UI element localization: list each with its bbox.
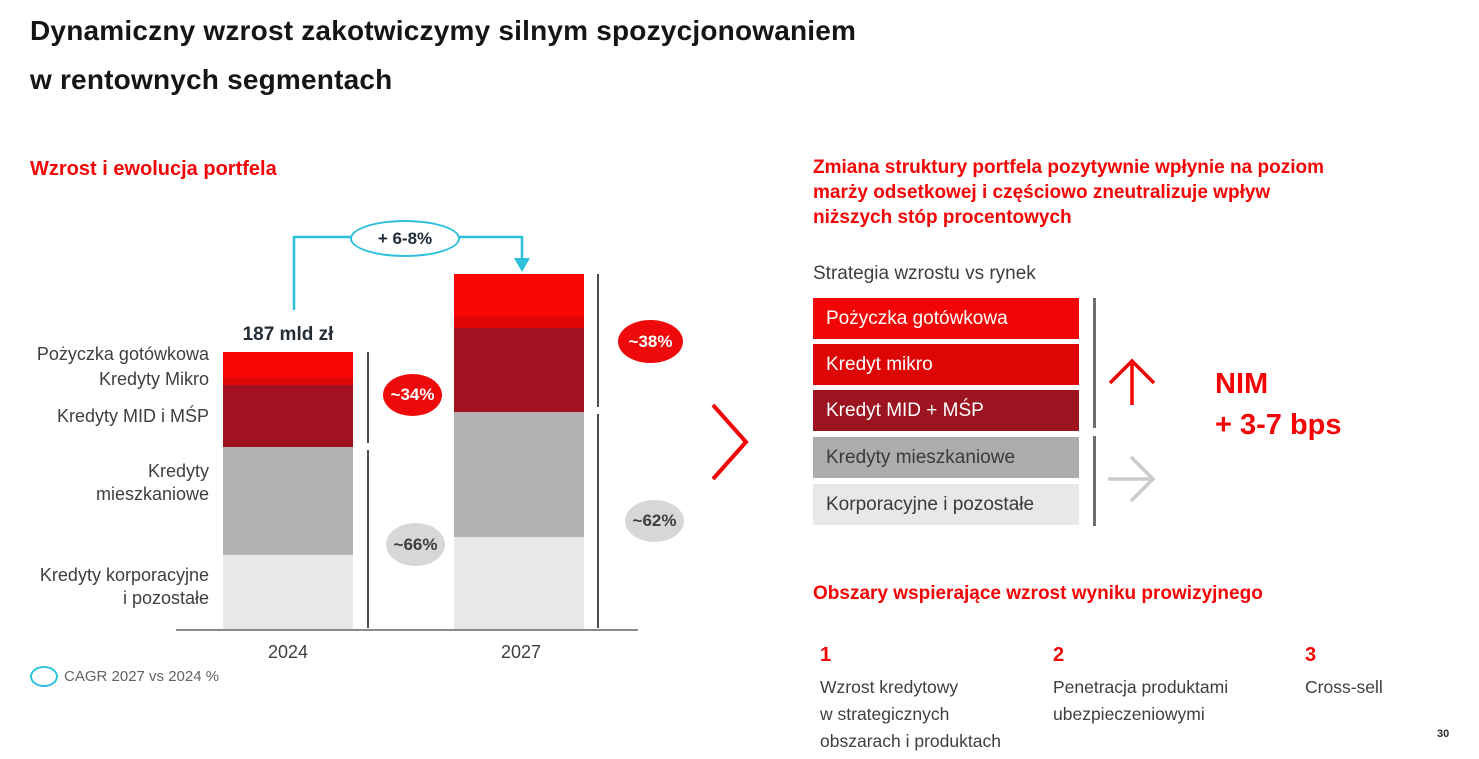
strategy-subheading: Strategia wzrostu vs rynek <box>813 263 1036 284</box>
category-label: mieszkaniowe <box>95 484 209 504</box>
bar-segment-2027 <box>454 537 584 631</box>
bar-segment-2024 <box>223 352 353 377</box>
focus-heading: Obszary wspierające wzrost wyniku prowiz… <box>813 583 1263 604</box>
share-badge-red-2024: ~34% <box>383 374 442 416</box>
stacked-bar-2027 <box>454 274 584 631</box>
nim-label: NIM <box>1215 368 1269 400</box>
focus-item-2-number: 2 <box>1053 644 1065 666</box>
chart-heading: Wzrost i ewolucja portfela <box>30 158 277 180</box>
focus-item-3-number: 3 <box>1305 644 1317 666</box>
slide-title: Dynamiczny wzrost zakotwiczymy silnym sp… <box>30 6 856 104</box>
focus-item-1-line: Wzrost kredytowy <box>820 677 959 697</box>
focus-item-1-line: w strategicznych <box>820 704 950 724</box>
strategy-bar-korporacyjne-pozostale: Korporacyjne i pozostałe <box>813 484 1079 525</box>
chevron-right-icon <box>711 403 749 481</box>
strategy-divider-bottom <box>1093 436 1096 526</box>
x-label-2027: 2027 <box>500 642 542 662</box>
strategy-bar-kredyty-mieszkaniowe: Kredyty mieszkaniowe <box>813 437 1079 478</box>
share-badge-gray-2024: ~66% <box>386 523 445 566</box>
share-badge-gray-2027: ~62% <box>625 500 684 542</box>
focus-item-3-text: Cross-sell <box>1305 674 1383 701</box>
legend-label: CAGR 2027 vs 2024 % <box>64 668 220 685</box>
slide-title-line2: w rentownych segmentach <box>30 64 393 95</box>
strategy-bar-pozyczka-gotowkowa: Pożyczka gotówkowa <box>813 298 1079 339</box>
slide-title-line1: Dynamiczny wzrost zakotwiczymy silnym sp… <box>30 15 857 46</box>
up-arrow-icon <box>1108 358 1156 405</box>
down-arrow-icon <box>514 258 530 272</box>
strategy-bar-kredyt-mid-msp: Kredyt MID + MŚP <box>813 390 1079 431</box>
stacked-bar-2024 <box>223 352 353 631</box>
bar-segment-2027 <box>454 274 584 316</box>
right-heading-line3: niższych stóp procentowych <box>813 207 1072 228</box>
right-arrow-icon <box>1108 455 1156 503</box>
category-label: Kredyty <box>147 461 209 481</box>
bar-segment-2024 <box>223 447 353 555</box>
bracket-2027-bottom <box>597 414 599 628</box>
category-label: Kredyty korporacyjne <box>39 565 209 585</box>
cagr-badge: + 6-8% <box>350 220 460 257</box>
category-label: i pozostałe <box>122 588 209 608</box>
share-badge-red-2027: ~38% <box>618 320 683 363</box>
category-label: Kredyty Mikro <box>98 369 209 389</box>
bar-segment-2027 <box>454 328 584 412</box>
x-label-2024: 2024 <box>267 642 309 662</box>
focus-item-1-text: Wzrost kredytowy w strategicznych obszar… <box>820 674 1001 759</box>
bar-segment-2027 <box>454 316 584 328</box>
category-label: Kredyty MID i MŚP <box>56 406 209 426</box>
right-heading-line1: Zmiana struktury portfela pozytywnie wpł… <box>813 157 1324 178</box>
bracket-2024-bottom <box>367 450 369 628</box>
focus-item-2-line: ubezpieczeniowymi <box>1053 704 1205 724</box>
focus-item-3-line: Cross-sell <box>1305 677 1383 697</box>
focus-item-1-number: 1 <box>820 644 832 666</box>
bar-segment-2024 <box>223 555 353 631</box>
category-label: Pożyczka gotówkowa <box>36 344 209 364</box>
cagr-circle-icon <box>30 666 58 687</box>
bar-2024-total-label: 187 mld zł <box>242 324 334 345</box>
right-heading: Zmiana struktury portfela pozytywnie wpł… <box>813 155 1324 230</box>
strategy-divider-top <box>1093 298 1096 428</box>
bar-segment-2024 <box>223 377 353 385</box>
bracket-2027-top <box>597 274 599 407</box>
focus-item-1-line: obszarach i produktach <box>820 731 1001 751</box>
nim-value: + 3-7 bps <box>1215 409 1342 441</box>
nim-callout: NIM + 3-7 bps <box>1215 364 1342 446</box>
bracket-2024-top <box>367 352 369 443</box>
bar-segment-2027 <box>454 412 584 537</box>
focus-item-1-line: powyżej rynku <box>820 755 1001 759</box>
focus-item-2-line: Penetracja produktami <box>1053 677 1229 697</box>
focus-item-2-text: Penetracja produktami ubezpieczeniowymi <box>1053 674 1228 728</box>
strategy-bar-kredyt-mikro: Kredyt mikro <box>813 344 1079 385</box>
page-number: 30 <box>1437 728 1450 740</box>
right-heading-line2: marży odsetkowej i częściowo zneutralizu… <box>813 182 1271 203</box>
bar-segment-2024 <box>223 385 353 447</box>
x-axis <box>176 629 638 631</box>
